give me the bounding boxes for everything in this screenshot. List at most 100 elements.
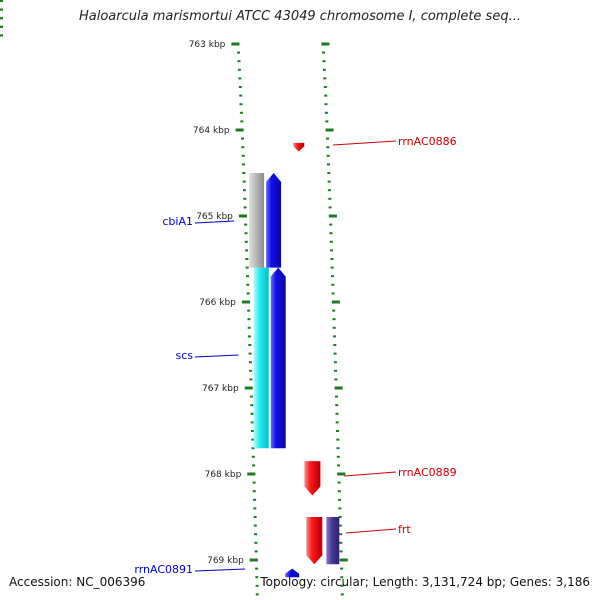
major-tick (244, 386, 253, 390)
minor-tick (254, 550, 258, 553)
feature-arrow[interactable] (326, 517, 340, 565)
tick-label: 765 kbp (196, 212, 233, 222)
major-tick (321, 42, 330, 46)
minor-tick (330, 249, 334, 252)
rrnac0891-label[interactable]: rrnAC0891 (134, 563, 193, 576)
frt-feature-arrow[interactable] (306, 517, 323, 565)
minor-tick (249, 395, 253, 398)
minor-tick (245, 249, 249, 252)
major-tick (235, 128, 244, 132)
feature-arrow[interactable] (270, 267, 286, 449)
minor-tick (251, 430, 254, 432)
minor-tick (241, 137, 244, 140)
minor-tick (334, 369, 338, 372)
minor-tick (338, 498, 342, 501)
rrnac0889-label[interactable]: rrnAC0889 (398, 466, 457, 479)
minor-tick (243, 206, 247, 209)
cbia1-label[interactable]: cbiA1 (162, 215, 193, 228)
minor-tick (325, 120, 329, 123)
minor-tick (246, 283, 250, 286)
major-tick (334, 386, 343, 390)
label-layer: rrnAC0886 cbiA1 scs rrnAC0889 frt rrnAC0891 (134, 135, 456, 576)
minor-tick (330, 258, 334, 260)
minor-tick (324, 111, 328, 114)
minor-tick (340, 576, 344, 579)
minor-tick (250, 421, 254, 424)
minor-tick (323, 86, 327, 88)
label-leader-line (194, 568, 246, 572)
minor-tick (331, 292, 335, 295)
cbia1-gene-bar[interactable] (249, 173, 265, 268)
minor-tick (250, 404, 254, 407)
minor-tick (242, 172, 246, 174)
tick-label: 769 kbp (207, 556, 244, 566)
minor-tick (322, 68, 326, 71)
minor-tick (333, 335, 336, 338)
minor-tick (328, 197, 332, 200)
minor-tick (326, 146, 330, 149)
minor-tick (249, 378, 253, 381)
frt-label[interactable]: frt (398, 523, 411, 536)
label-leader-line (194, 354, 239, 358)
minor-tick (334, 378, 338, 381)
feature-layer[interactable] (249, 142, 340, 578)
minor-tick (247, 326, 251, 329)
minor-tick (250, 412, 254, 415)
minor-tick (252, 490, 256, 493)
rrnac0886-label[interactable]: rrnAC0886 (398, 135, 457, 148)
minor-tick (338, 516, 342, 518)
minor-tick (324, 103, 328, 106)
minor-tick (338, 507, 342, 510)
minor-tick (326, 137, 329, 140)
rrnac0891-feature-arrow[interactable] (285, 568, 300, 578)
minor-tick (242, 180, 246, 183)
minor-tick (327, 172, 331, 174)
minor-tick (0, 8, 3, 11)
minor-tick (255, 576, 259, 579)
minor-tick (336, 455, 340, 458)
rrnac0889-feature-arrow[interactable] (304, 461, 321, 496)
minor-tick (0, 17, 3, 20)
minor-tick (0, 25, 3, 28)
minor-tick (335, 412, 339, 415)
minor-tick (340, 584, 344, 587)
minor-tick (0, 34, 3, 37)
minor-tick (252, 481, 256, 484)
minor-tick (255, 567, 259, 570)
minor-tick (237, 51, 240, 54)
minor-tick (246, 275, 249, 278)
minor-tick (237, 68, 241, 71)
minor-tick (240, 120, 244, 123)
minor-tick (327, 180, 331, 183)
label-leader-line (194, 220, 235, 224)
minor-tick (335, 404, 339, 407)
scs-gene-bar[interactable] (253, 267, 269, 449)
feature-arrow[interactable] (266, 173, 282, 268)
major-tick (339, 558, 348, 562)
minor-tick (245, 266, 249, 269)
minor-tick (248, 335, 251, 338)
tick-label: 763 kbp (189, 40, 226, 50)
minor-tick (328, 206, 332, 209)
minor-tick (246, 292, 250, 295)
minor-tick (247, 318, 251, 321)
minor-tick (322, 60, 326, 63)
minor-tick (339, 541, 343, 544)
major-tick (331, 300, 340, 304)
minor-tick (255, 593, 259, 596)
rrnac0886-feature-arrow[interactable] (293, 142, 305, 152)
tick-label: 768 kbp (205, 470, 242, 480)
minor-tick (332, 318, 336, 321)
minor-tick (329, 240, 333, 243)
topology-label: Topology: circular; Length: 3,131,724 bp… (260, 575, 590, 589)
map-title: Haloarcula marismortui ATCC 43049 chromo… (79, 9, 521, 24)
minor-tick (253, 507, 257, 510)
minor-tick (336, 438, 340, 441)
minor-tick (244, 232, 248, 235)
minor-tick (249, 369, 253, 372)
tick-layer: 763 kbp 764 kbp 765 kbp 766 kbp 767 kbp 768 k… (0, 0, 348, 596)
minor-tick (339, 533, 343, 536)
tick-label: 767 kbp (202, 384, 239, 394)
scs-label[interactable]: scs (175, 349, 193, 362)
